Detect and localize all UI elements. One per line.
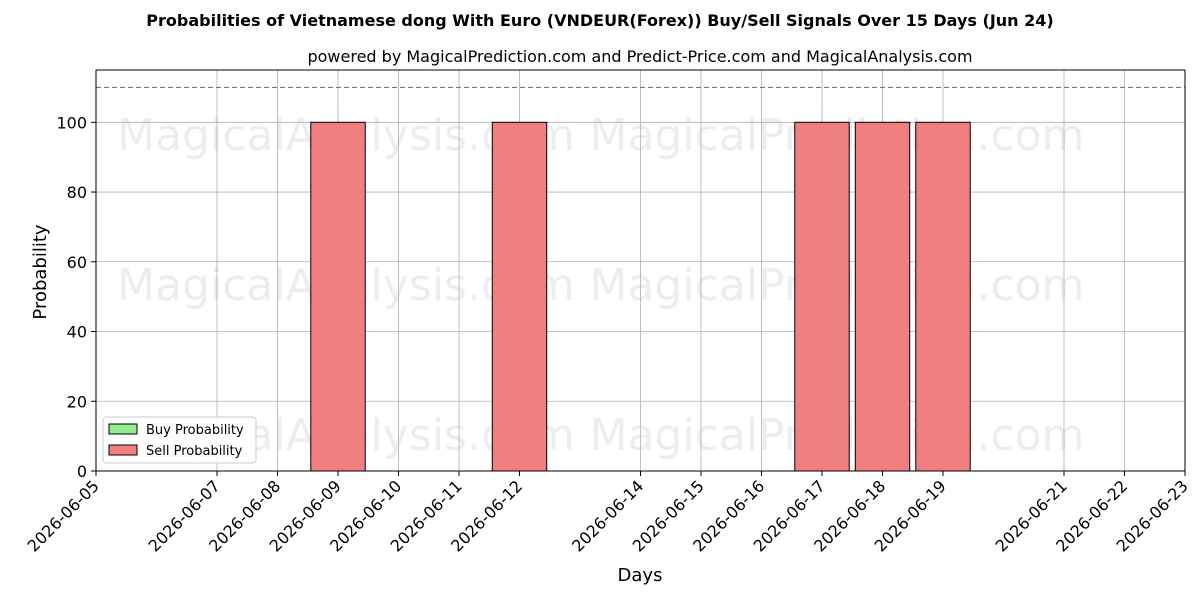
x-axis-label: Days bbox=[618, 565, 663, 586]
y-ticks: 0 20 40 60 80 100 bbox=[56, 113, 96, 481]
y-axis-label: Probability bbox=[30, 224, 51, 319]
legend-label: Sell Probability bbox=[146, 444, 243, 459]
bar-sell-probability bbox=[794, 121, 850, 472]
y-tick-label: 60 bbox=[67, 253, 87, 272]
bar-sell-probability bbox=[310, 121, 366, 472]
y-tick-label: 40 bbox=[67, 323, 87, 342]
y-tick-label: 20 bbox=[67, 392, 87, 411]
x-tick-label: 2026-06-05 bbox=[24, 476, 103, 555]
bar-sell-probability bbox=[915, 121, 971, 472]
legend-label: Buy Probability bbox=[146, 423, 244, 438]
legend-box bbox=[102, 416, 257, 464]
legend-swatch bbox=[108, 423, 138, 435]
chart-title: Probabilities of Vietnamese dong With Eu… bbox=[146, 11, 1053, 30]
chart-subtitle: powered by MagicalPrediction.com and Pre… bbox=[307, 47, 972, 66]
bar-sell-probability bbox=[854, 121, 911, 472]
y-tick-label: 0 bbox=[77, 462, 87, 481]
legend: Buy Probability Sell Probability bbox=[102, 416, 257, 464]
y-tick-label: 100 bbox=[56, 113, 87, 132]
bar-sell-probability bbox=[491, 121, 548, 472]
legend-swatch bbox=[108, 444, 138, 456]
bars bbox=[310, 121, 971, 472]
y-tick-label: 80 bbox=[67, 183, 87, 202]
x-ticks: 2026-06-05 2026-06-072026-06-082026-06-09… bbox=[24, 471, 1192, 556]
